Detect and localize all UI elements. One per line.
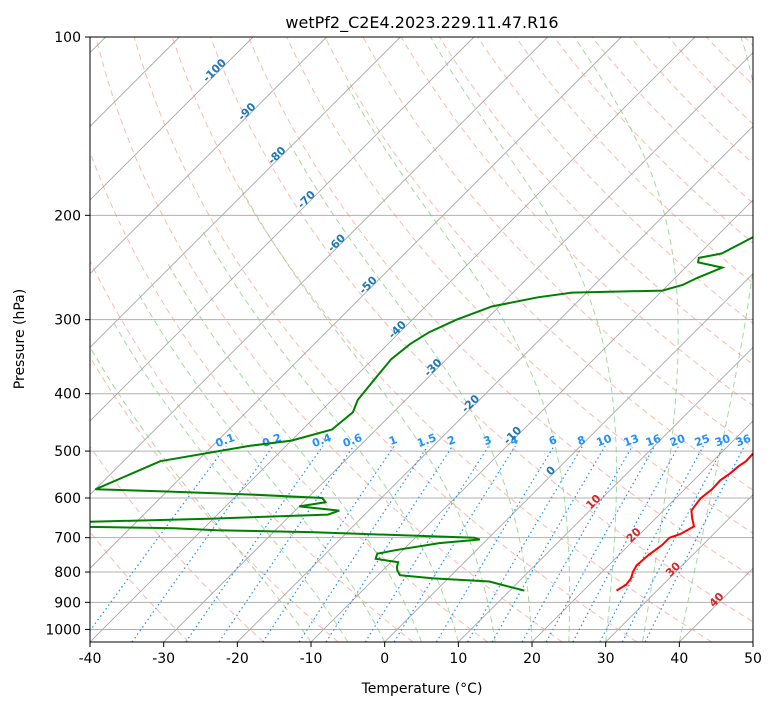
moist-adiabat-line: [678, 37, 753, 642]
mixing-ratio-line: [466, 445, 584, 642]
y-tick-label: 100: [54, 30, 81, 46]
mixing-ratio-label: 1: [387, 433, 399, 448]
mixing-ratio-line: [298, 445, 429, 642]
dry-adiabat-line: [400, 37, 753, 407]
mixing-ratio-label: 0.4: [310, 431, 333, 450]
isotherm-line: [605, 494, 753, 642]
mixing-ratio-line: [435, 445, 555, 642]
y-tick-label: 400: [54, 387, 81, 403]
dry-adiabat-line: [248, 37, 753, 578]
mixing-ratio-label: 0.1: [214, 431, 237, 450]
isotherm-line: [90, 37, 475, 422]
dry-adiabat-line: [95, 37, 563, 642]
dry-adiabat-line: [438, 37, 753, 366]
moist-adiabat-line: [345, 83, 571, 642]
mixing-ratio-line: [491, 445, 606, 642]
axes: -40 -30 -20 -10 0 10 20 30 40 5010020030040050060…: [45, 30, 762, 667]
mixing-ratio-line: [393, 445, 516, 642]
mixing-ratio-label: 3: [482, 433, 494, 448]
dry-adiabat-line: [209, 37, 753, 623]
x-tick-label: -10: [300, 651, 323, 667]
isotherm-line: [384, 273, 753, 642]
dry-adiabat-line: [171, 37, 712, 642]
moist-adiabat-line: [288, 141, 533, 642]
y-tick-label: 700: [54, 531, 81, 547]
moist-adiabat-line: [574, 37, 679, 642]
isotherm-line: [458, 346, 753, 642]
mixing-ratio-label: 1.5: [415, 431, 438, 450]
y-axis-label: Pressure (hPa): [12, 289, 28, 389]
y-tick-label: 900: [54, 595, 81, 611]
mixing-ratio-line: [364, 445, 490, 642]
mixing-ratio-label: 10: [595, 432, 614, 450]
sounding-series: [90, 236, 753, 592]
x-tick-label: 40: [670, 651, 688, 667]
dry-adiabat-line: [90, 259, 414, 642]
mixing-ratio-label: 0.6: [341, 431, 364, 450]
moist-adiabat-line: [430, 37, 617, 642]
dry-adiabat-line: [90, 445, 264, 642]
x-tick-label: 10: [449, 651, 467, 667]
mixing-ratio-line: [545, 445, 656, 642]
x-tick-label: -40: [79, 651, 102, 667]
mixing-ratio-label: 25: [693, 432, 712, 449]
x-tick-label: -20: [226, 651, 249, 667]
x-tick-label: -30: [152, 651, 175, 667]
mixing-ratio-label: 30: [713, 432, 732, 450]
dewpoint-profile-line: [90, 236, 753, 592]
isotherm-line: [90, 37, 254, 201]
x-tick-label: 20: [523, 651, 541, 667]
x-tick-label: 30: [597, 651, 615, 667]
mixing-ratio-label: 13: [622, 432, 641, 449]
dry-adiabat-line: [324, 37, 753, 491]
isotherm-line: [90, 37, 327, 275]
mixing-ratio-line: [521, 445, 634, 642]
y-tick-label: 1000: [45, 622, 81, 638]
dry-adiabat-line: [362, 37, 753, 449]
mixing-ratio-label: 36: [734, 432, 753, 450]
mixing-ratio-label: 20: [668, 432, 687, 450]
isotherm-line: [90, 37, 401, 348]
moist-adiabat-line: [240, 187, 496, 642]
isotherm-line: [531, 420, 753, 642]
background-lines: [90, 24, 775, 642]
isotherm-line: [90, 37, 622, 569]
x-tick-label: 0: [380, 651, 389, 667]
y-tick-label: 600: [54, 491, 81, 507]
moist-adiabat-line: [166, 262, 422, 642]
mixing-ratio-line: [572, 445, 680, 642]
y-tick-label: 800: [54, 565, 81, 581]
y-tick-label: 200: [54, 208, 81, 224]
dry-adiabat-line: [133, 37, 638, 642]
mixing-ratio-line: [325, 445, 454, 642]
plot-frame: [89, 36, 754, 643]
dry-adiabat-line: [286, 37, 753, 534]
mixing-ratio-label: 2: [446, 433, 458, 448]
mixing-ratio-line: [262, 445, 395, 642]
mixing-ratio-label: 8: [576, 433, 588, 448]
isotherm-line: [752, 641, 753, 642]
chart-title: wetPf2_C2E4.2023.229.11.47.R16: [285, 13, 558, 33]
y-tick-label: 500: [54, 444, 81, 460]
moist-adiabat-line: [137, 292, 386, 642]
dry-adiabat-line: [90, 150, 488, 642]
moist-adiabat-line: [111, 319, 349, 642]
x-tick-label: 50: [744, 651, 762, 667]
isotherm-line: [237, 125, 753, 642]
plot-area: [90, 37, 753, 642]
temperature-profile-line: [615, 452, 753, 592]
x-axis-label: Temperature (°C): [361, 681, 483, 697]
isotherm-line: [90, 37, 696, 642]
moist-adiabat-line: [200, 227, 459, 642]
isotherm-line: [90, 37, 548, 496]
mixing-ratio-label: 4: [508, 433, 520, 448]
mixing-ratio-label: 0.2: [260, 431, 283, 450]
dry-adiabat-line: [770, 24, 775, 642]
isotherm-line: [163, 52, 753, 642]
mixing-ratio-label: 16: [644, 432, 663, 450]
y-tick-label: 300: [54, 313, 81, 329]
mixing-ratio-label: 6: [547, 433, 559, 448]
